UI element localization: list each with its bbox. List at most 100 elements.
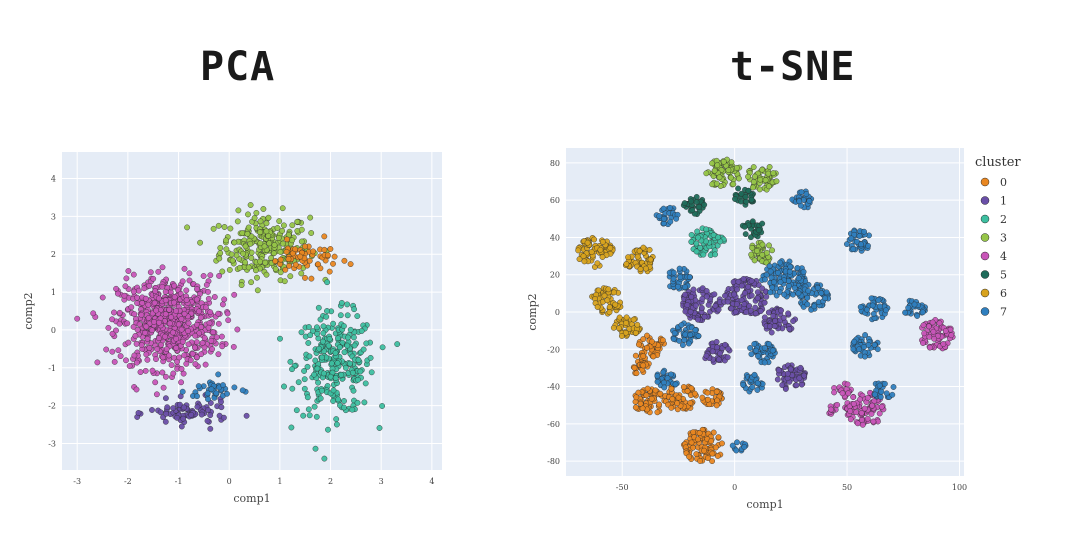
tsne-point [803,191,810,197]
pca-point-cluster-3 [248,279,255,286]
pca-point-cluster-2 [357,368,364,375]
tsne-point [703,226,709,233]
tsne-point [780,314,787,321]
legend-marker [980,233,990,242]
pca-point-cluster-2 [306,353,313,360]
tsne-point [687,308,694,315]
tsne-point [745,283,751,290]
x-tick-label: 4 [429,477,434,486]
pca-point-cluster-3 [271,241,278,248]
legend-marker [980,196,990,205]
pca-point-cluster-2 [379,344,386,351]
pca-point-cluster-3 [294,218,301,225]
tsne-point [779,382,786,388]
tsne-point [787,263,794,270]
tsne-point [784,370,791,377]
pca-point-cluster-3 [215,222,222,229]
tsne-point [611,289,617,296]
tsne-point [740,275,747,282]
tsne-point [597,246,604,253]
tsne-point [623,314,630,321]
pca-point-cluster-2 [344,301,351,308]
tsne-point [647,256,654,263]
tsne-point [697,244,704,251]
tsne-point [660,205,667,212]
tsne-point [751,341,758,347]
tsne-point [660,369,667,376]
tsne-point [748,251,755,258]
tsne-point [632,404,639,411]
tsne-point [644,385,651,392]
tsne-point [699,394,706,401]
y-axis-label: comp2 [22,292,35,329]
tsne-point [682,308,689,315]
pca-point-cluster-3 [274,225,281,231]
x-tick-label: -50 [616,483,629,492]
pca-point-cluster-2 [316,345,322,352]
tsne-point [831,389,837,396]
legend-label: 1 [1000,195,1007,208]
pca-point-cluster-3 [263,220,270,227]
legend-marker [980,307,990,316]
pca-point-cluster-2 [355,376,361,383]
pca-point-cluster-2 [330,387,337,394]
tsne-point [889,391,896,398]
pca-point-cluster-2 [324,308,330,314]
tsne-title: t-SNE [730,44,856,90]
pca-point-cluster-3 [263,228,270,235]
pca-point-cluster-2 [311,403,318,410]
tsne-point [856,233,863,239]
pca-point-cluster-3 [245,224,252,231]
tsne-point [588,249,595,255]
pca-point-cluster-3 [244,230,251,237]
tsne-point [753,347,760,354]
legend-label: 0 [1000,176,1007,189]
tsne-point [864,415,871,422]
pca-point-cluster-3 [253,209,260,216]
tsne-point [790,318,796,324]
pca-point-cluster-2 [314,365,321,372]
tsne-point [858,241,864,248]
tsne-point [634,253,641,260]
tsne-point [750,179,757,185]
tsne-point [584,239,591,246]
pca-point-cluster-3 [221,224,228,230]
pca-point-cluster-2 [304,394,311,401]
tsne-point [612,301,619,308]
tsne-point [777,259,783,266]
y-tick-label: 80 [550,159,560,168]
y-tick-label: -60 [547,420,560,429]
tsne-point [806,198,813,205]
tsne-point [834,401,841,408]
tsne-point [690,444,696,451]
tsne-point [637,266,644,273]
tsne-point [761,314,768,321]
tsne-point [883,307,889,314]
tsne-point [857,396,863,403]
tsne-point [796,198,803,205]
pca-point-cluster-4 [113,327,119,334]
tsne-point [861,228,867,235]
pca-point-cluster-2 [301,376,308,383]
tsne-point [695,234,701,241]
pca-point-cluster-2 [351,342,358,349]
tsne-point [623,261,630,267]
tsne-point [797,364,804,371]
pca-point-cluster-2 [324,279,330,286]
pca-point-cluster-3 [231,239,238,246]
tsne-point [774,376,781,383]
y-tick-label: -2 [48,402,56,411]
tsne-point [713,180,720,187]
pca-point-cluster-3 [223,246,230,253]
tsne-point [643,265,649,272]
tsne-point [759,220,766,227]
x-tick-label: -3 [73,477,81,486]
tsne-point [775,367,782,374]
pca-point-cluster-3 [275,234,282,241]
pca-point-cluster-2 [344,312,351,319]
pca-point-cluster-2 [313,413,320,420]
y-tick-label: 4 [51,175,56,184]
tsne-point [682,291,688,298]
pca-point-cluster-3 [260,206,267,212]
pca-point-cluster-2 [347,326,354,333]
